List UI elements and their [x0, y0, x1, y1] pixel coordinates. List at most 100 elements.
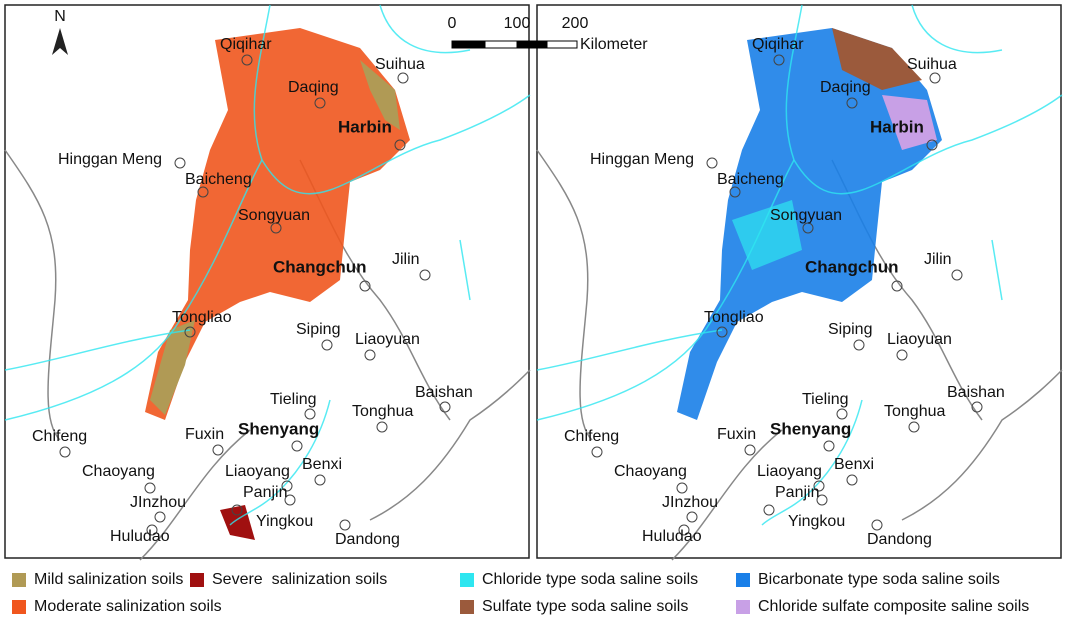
city-label: Jilin: [392, 251, 420, 268]
city-label: Daqing: [288, 79, 339, 96]
city-label: Songyuan: [770, 207, 842, 224]
city-marker: [926, 139, 938, 151]
city-label: Tieling: [270, 391, 317, 408]
river: [4, 159, 263, 421]
legend-label: Severe salinization soils: [212, 571, 387, 588]
city-label: Baicheng: [185, 171, 252, 188]
city-marker: [816, 494, 828, 506]
legend-label: Chloride type soda saline soils: [482, 571, 698, 588]
north-arrow: [52, 28, 68, 55]
river: [785, 4, 1063, 195]
city-label: Qiqihar: [220, 36, 272, 53]
composite-patch: [882, 95, 937, 150]
city-marker: [376, 421, 388, 433]
legend-swatch: [736, 573, 750, 587]
scale-label: 0: [448, 15, 457, 32]
boundary: [671, 429, 783, 561]
city-label: Yingkou: [256, 513, 313, 530]
city-marker: [281, 480, 293, 492]
scale-segment: [516, 40, 548, 49]
city-marker: [284, 494, 296, 506]
city-label: Hinggan Meng: [590, 151, 694, 168]
river: [4, 329, 191, 371]
legend-swatch: [12, 573, 26, 587]
city-label: Tonghua: [352, 403, 413, 420]
city-marker: [231, 504, 243, 516]
city-label: Hinggan Meng: [58, 151, 162, 168]
city-label: Dandong: [335, 531, 400, 548]
city-marker: [184, 326, 196, 338]
city-label: JInzhou: [662, 494, 718, 511]
city-marker: [836, 408, 848, 420]
city-label: Siping: [296, 321, 340, 338]
north-label: N: [54, 8, 66, 25]
mild-patch: [150, 320, 195, 415]
city-marker: [419, 269, 431, 281]
mild-patch: [360, 60, 400, 130]
city-label: Changchun: [805, 257, 899, 276]
city-marker: [146, 524, 158, 536]
city-marker: [802, 222, 814, 234]
city-label: Fuxin: [717, 426, 756, 443]
city-marker: [154, 511, 166, 523]
boundary: [139, 429, 251, 561]
city-marker: [676, 482, 688, 494]
city-marker: [339, 519, 351, 531]
city-marker: [891, 280, 903, 292]
legend-swatch: [736, 600, 750, 614]
city-label: Benxi: [834, 456, 874, 473]
legend-label: Sulfate type soda saline soils: [482, 598, 688, 615]
map-panel: Qiqihar Suihua Daqing Harbin Hinggan Meng Bai…: [4, 4, 531, 561]
city-marker: [197, 186, 209, 198]
city-marker: [813, 480, 825, 492]
river: [536, 159, 795, 421]
city-marker: [359, 280, 371, 292]
city-marker: [716, 326, 728, 338]
city-label: Changchun: [273, 257, 367, 276]
sulfate-patch: [832, 28, 922, 90]
city-label: Liaoyang: [225, 463, 290, 480]
scale-label: 200: [562, 15, 589, 32]
river: [991, 239, 1003, 301]
scale-segment: [546, 40, 578, 49]
city-marker: [174, 157, 186, 169]
scale-unit: Kilometer: [580, 36, 648, 53]
city-marker: [729, 186, 741, 198]
city-label: Baishan: [947, 384, 1005, 401]
city-label: JInzhou: [130, 494, 186, 511]
city-marker: [59, 446, 71, 458]
city-marker: [823, 440, 835, 452]
city-marker: [744, 444, 756, 456]
river: [229, 399, 331, 526]
city-marker: [951, 269, 963, 281]
river: [911, 4, 1003, 54]
legend-swatch: [460, 600, 474, 614]
city-label: Tonghua: [884, 403, 945, 420]
city-marker: [896, 349, 908, 361]
city-label: Harbin: [870, 117, 924, 136]
city-marker: [321, 339, 333, 351]
saline-region: [145, 28, 410, 420]
city-marker: [304, 408, 316, 420]
legend-swatch: [12, 600, 26, 614]
city-marker: [846, 474, 858, 486]
scale-segment: [451, 40, 486, 49]
city-label: Chaoyang: [614, 463, 687, 480]
city-label: Yingkou: [788, 513, 845, 530]
city-marker: [364, 349, 376, 361]
city-label: Chifeng: [32, 428, 87, 445]
city-marker: [591, 446, 603, 458]
city-label: Tongliao: [704, 309, 764, 326]
city-label: Qiqihar: [752, 36, 804, 53]
city-marker: [763, 504, 775, 516]
city-label: Shenyang: [770, 419, 851, 438]
city-marker: [908, 421, 920, 433]
city-marker: [971, 401, 983, 413]
river: [536, 329, 723, 371]
city-marker: [929, 72, 941, 84]
boundary: [901, 369, 1063, 521]
river: [459, 239, 471, 301]
city-marker: [270, 222, 282, 234]
boundary: [4, 149, 61, 441]
